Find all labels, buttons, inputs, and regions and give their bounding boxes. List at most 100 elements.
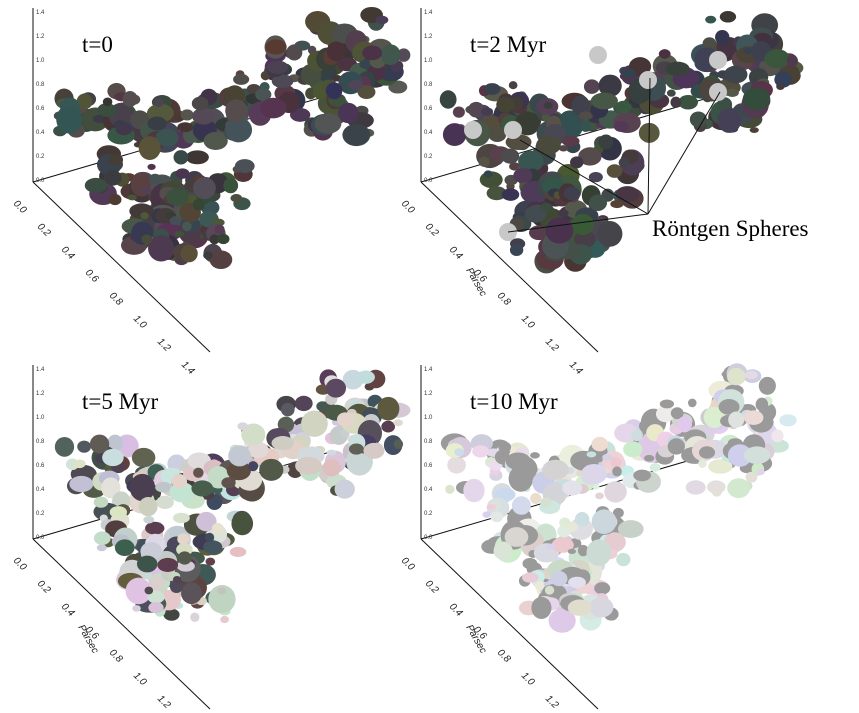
cloud-blob xyxy=(439,90,457,109)
vertical-tick-label: 0.0 xyxy=(424,535,433,541)
cloud-blob xyxy=(488,127,507,143)
pointer-line xyxy=(647,91,721,215)
cloud-blob xyxy=(744,370,758,380)
cloud-blob xyxy=(191,96,209,111)
cloud-blob xyxy=(602,453,613,461)
cloud-blob xyxy=(562,480,583,496)
cloud-blob xyxy=(267,60,289,74)
cloud-blob xyxy=(557,525,571,538)
cloud-blob xyxy=(271,74,294,89)
cloud-blob xyxy=(698,459,707,468)
cloud-blob xyxy=(147,590,165,604)
vertical-tick-label: 0.6 xyxy=(36,106,45,112)
rontgen-sphere xyxy=(464,121,482,139)
cloud-blob xyxy=(779,414,797,427)
parsec-tick-label: 1.0 xyxy=(131,313,149,331)
panel-label: t=10 Myr xyxy=(470,389,558,414)
cloud-blob xyxy=(749,127,759,133)
cloud-blob xyxy=(454,448,465,457)
cloud-blob xyxy=(743,446,771,464)
cloud-blob xyxy=(570,156,584,169)
cloud-blob xyxy=(204,532,215,543)
cloud-blob xyxy=(208,584,236,614)
cloud-blob xyxy=(173,512,190,524)
cloud-blob xyxy=(203,540,223,554)
cloud-blob xyxy=(764,49,790,69)
cloud-blob xyxy=(617,520,644,538)
vertical-tick-label: 1.4 xyxy=(36,367,45,373)
vertical-tick-label: 0.4 xyxy=(424,130,433,136)
vertical-tick-label: 0.8 xyxy=(424,82,433,88)
cloud-blob xyxy=(557,209,569,217)
cloud-blob xyxy=(544,585,555,595)
cloud-blob xyxy=(107,434,123,452)
cloud-blob xyxy=(209,234,220,245)
cloud-blob xyxy=(108,154,124,166)
cloud-blob xyxy=(144,586,154,595)
cloud-blob xyxy=(73,459,86,469)
cloud-blob xyxy=(102,448,124,467)
parsec-tick-label: 0.2 xyxy=(35,221,53,239)
cloud-blob xyxy=(698,446,716,459)
cloud-blob xyxy=(586,539,612,566)
cloud-blob xyxy=(496,96,515,113)
cloud-blob xyxy=(115,123,133,136)
cloud-blob xyxy=(571,213,595,236)
cloud-blob xyxy=(322,459,341,477)
cloud-blob xyxy=(718,399,740,415)
vertical-tick-label: 0.4 xyxy=(36,487,45,493)
cloud-blob xyxy=(616,552,631,567)
cloud-blob xyxy=(509,162,521,171)
parsec-tick-label: 0.0 xyxy=(399,555,417,573)
cloud-blob xyxy=(223,177,239,194)
cloud-blob xyxy=(337,102,359,124)
cloud-blob xyxy=(665,61,690,77)
cloud-blob xyxy=(659,399,675,409)
vertical-tick-label: 1.4 xyxy=(36,10,45,16)
cloud-blob xyxy=(468,101,485,118)
cloud-blob xyxy=(125,577,152,605)
cloud-blob xyxy=(727,444,752,467)
parsec-tick-label: 0.0 xyxy=(11,198,29,216)
cloud-blob xyxy=(742,87,771,111)
cloud-blob xyxy=(563,186,581,201)
cloud-blob xyxy=(147,163,156,170)
cloud-blob xyxy=(540,497,552,507)
cloud-blob xyxy=(314,113,342,134)
cloud-blob xyxy=(567,548,577,554)
cloud-blob xyxy=(598,134,614,150)
vertical-tick-label: 0.2 xyxy=(424,154,433,160)
cloud-blob xyxy=(102,97,113,107)
cloud-blob xyxy=(203,251,213,260)
cloud-blob xyxy=(209,250,233,270)
cloud-blob xyxy=(758,376,776,395)
vertical-tick-label: 0.8 xyxy=(36,82,45,88)
cloud-blob xyxy=(574,230,596,249)
vertical-tick-label: 0.6 xyxy=(36,463,45,469)
cloud-blob xyxy=(522,557,538,570)
cloud-blob xyxy=(524,205,547,223)
cloud-blob xyxy=(687,398,697,408)
cloud-blob xyxy=(325,378,347,398)
vertical-tick-label: 1.0 xyxy=(424,415,433,421)
vertical-tick-label: 1.4 xyxy=(424,10,433,16)
vertical-tick-label: 0.6 xyxy=(424,463,433,469)
cloud-blob xyxy=(362,45,383,61)
cloud-blob xyxy=(148,173,162,185)
cloud-blob xyxy=(530,493,542,504)
vertical-tick-label: 0.8 xyxy=(36,439,45,445)
cloud-blob xyxy=(715,29,730,45)
cloud-blob xyxy=(581,467,598,485)
cloud-blob xyxy=(77,440,92,453)
cloud-blob xyxy=(342,123,371,147)
cloud-blob xyxy=(181,582,203,605)
cloud-blob xyxy=(631,429,643,442)
cloud-blob xyxy=(193,467,204,478)
cloud-blob xyxy=(728,411,745,428)
cloud-blob xyxy=(571,95,591,116)
parsec-tick-label: 0.2 xyxy=(423,221,441,239)
cloud-blob xyxy=(586,451,597,458)
cloud-blob xyxy=(447,456,466,474)
cloud-blob xyxy=(518,150,544,173)
